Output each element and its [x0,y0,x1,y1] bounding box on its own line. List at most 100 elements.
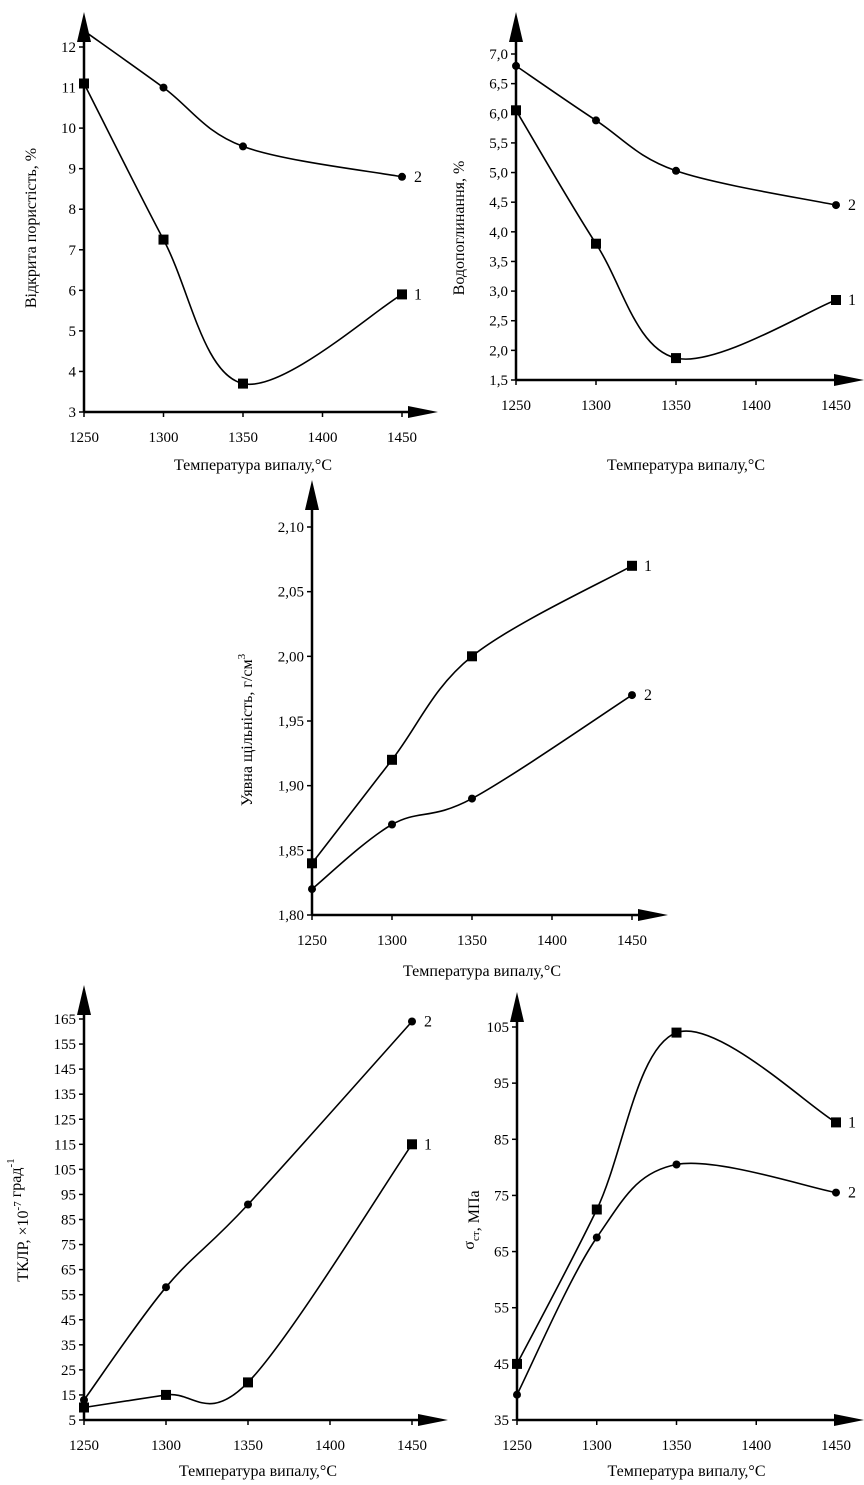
series-1-point [591,238,601,249]
series-1-point [627,560,637,571]
y-axis-arrow-icon [305,480,319,510]
x-tick-label: 1450 [397,1438,427,1454]
y-tick-label: 35 [61,1338,76,1354]
series-1-point [511,105,521,116]
x-tick-label: 1450 [821,398,851,414]
series-1-point [307,858,317,869]
y-tick-label: 75 [61,1238,76,1254]
series-2-point [408,1017,416,1026]
series-2-point [159,83,168,92]
y-tick-label: 95 [494,1076,509,1092]
y-tick-label: 115 [54,1137,76,1153]
y-tick-label: 1,5 [489,373,508,389]
series-2-label: 2 [644,687,652,704]
y-tick-label: 155 [54,1037,77,1053]
x-tick-label: 1250 [69,1438,99,1454]
series-2-point [308,885,316,894]
series-2-point [513,1390,521,1399]
series-2-line [83,1020,413,1401]
y-tick-label: 1,95 [278,714,304,730]
x-axis-arrow-icon [418,1414,448,1426]
series-2-point [244,1200,252,1209]
y-tick-label: 125 [54,1112,77,1128]
x-tick-label: 1300 [581,398,611,414]
y-axis-arrow-icon [509,12,523,42]
y-tick-label: 1,90 [278,779,304,795]
x-tick-label: 1300 [582,1438,612,1454]
series-1-label: 1 [424,1136,432,1153]
series-2-line [516,1162,837,1396]
series-1-line [311,565,633,864]
y-tick-label: 85 [494,1132,509,1148]
y-axis-label: Водопоглинання, % [451,161,468,296]
x-tick-label: 1350 [228,430,258,446]
y-tick-label: 165 [54,1012,77,1028]
chart-4: 5 15 25 35 45 55 65 75 85 95 105 115 125 135 145 155 165… [5,985,448,1480]
x-axis-arrow-icon [834,1414,864,1426]
series-2-point [80,1396,88,1404]
series-1-point [512,1358,522,1369]
x-tick-label: 1250 [69,430,99,446]
series-1-point [79,1402,89,1413]
x-tick-label: 1400 [741,398,771,414]
series-2-point [468,794,476,803]
chart-2: 1,5 2,0 2,5 3,0 3,5 4,0 4,5 5,0 5,5 6,0 6,5 7,0 1250… [451,12,864,474]
series-2-point [628,691,636,700]
y-tick-label: 8 [69,202,77,218]
y-tick-label: 55 [61,1288,76,1304]
y-tick-label: 65 [61,1263,76,1279]
series-1-point [79,78,89,89]
y-tick-label: 11 [62,81,76,97]
y-axis-label: σст, МПа [461,1190,483,1249]
series-1-point [161,1389,171,1400]
x-axis-label: Температура випалу,°C [607,1463,765,1480]
series-1-point [671,1027,682,1038]
series-1-line [83,1143,413,1409]
y-tick-label: 7,0 [489,47,508,63]
chart-3: 1,80 1,85 1,90 1,95 2,00 2,05 2,10 1250 1300 1350… [236,480,668,980]
y-tick-label: 6,0 [489,106,508,122]
y-tick-label: 5,0 [489,166,508,182]
series-1-point [467,651,477,662]
x-axis-label: Температура випалу,°C [174,457,332,474]
series-2-point [162,1283,170,1292]
series-2-point [398,172,406,181]
y-tick-label: 2,0 [489,343,508,359]
series-2-point [512,61,520,70]
y-tick-label: 3,0 [489,284,508,300]
y-tick-label: 15 [61,1388,76,1404]
y-tick-label: 9 [69,162,77,178]
series-1-label: 1 [414,286,422,303]
series-1-point [238,378,248,389]
y-tick-label: 105 [54,1162,77,1178]
series-2-label: 2 [848,1185,856,1202]
y-tick-label: 5,5 [489,136,508,152]
x-axis-arrow-icon [834,374,864,386]
x-tick-label: 1450 [387,430,417,446]
series-2-point [832,201,840,210]
y-tick-label: 10 [61,121,76,137]
x-tick-label: 1350 [661,398,691,414]
y-tick-label: 45 [61,1313,76,1329]
x-tick-label: 1250 [297,933,327,949]
y-tick-label: 3 [69,405,77,421]
series-1-point [407,1139,417,1150]
series-1-point [158,234,169,245]
x-axis-label: Температура випалу,°C [403,963,561,980]
series-1-point [397,289,407,300]
y-tick-label: 3,5 [489,254,508,270]
y-tick-label: 55 [494,1301,509,1317]
series-2-point [832,1188,840,1197]
series-2-line [515,65,837,206]
x-tick-label: 1350 [662,1438,692,1454]
series-2-point [80,26,88,35]
y-tick-label: 5 [69,1413,77,1429]
y-axis-label: Уявна щільність, г/см3 [236,653,256,806]
x-axis-arrow-icon [638,909,668,921]
series-1-line [83,83,403,385]
series-1-point [671,353,681,364]
series-2-line [83,30,403,178]
y-tick-label: 2,00 [278,649,304,665]
y-tick-label: 95 [61,1187,76,1203]
